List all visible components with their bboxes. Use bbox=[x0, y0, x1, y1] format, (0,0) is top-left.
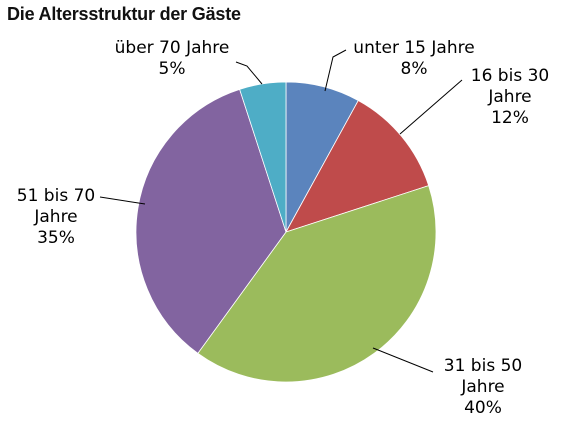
data-label-4-name-line: Jahre bbox=[34, 207, 78, 227]
data-label-3-name-line: 31 bis 50 bbox=[443, 356, 523, 376]
data-label-5-percent: 5% bbox=[158, 59, 186, 79]
leader-line-4 bbox=[99, 196, 146, 205]
chart-title: Die Altersstruktur der Gäste bbox=[7, 4, 241, 24]
data-label-1-name-line: unter 15 Jahre bbox=[353, 38, 475, 58]
pie-slice-4 bbox=[135, 88, 287, 354]
leader-line-5 bbox=[235, 61, 263, 85]
data-label-3-name-line: Jahre bbox=[461, 377, 505, 397]
data-label-4-percent: 35% bbox=[37, 228, 75, 248]
pie-slice-5 bbox=[239, 81, 287, 233]
data-label-2-percent: 12% bbox=[491, 108, 529, 128]
data-label-3-percent: 40% bbox=[464, 398, 502, 418]
data-label-2-name-line: 16 bis 30 bbox=[470, 66, 550, 86]
leader-line-2 bbox=[399, 79, 463, 135]
data-label-2: 16 bis 30 Jahre 12% bbox=[464, 66, 556, 129]
data-label-2-name-line: Jahre bbox=[488, 87, 532, 107]
data-label-4: 51 bis 70 Jahre 35% bbox=[6, 186, 106, 249]
pie-slice-2 bbox=[285, 100, 430, 233]
data-label-3: 31 bis 50 Jahre 40% bbox=[437, 356, 529, 419]
data-label-5: über 70 Jahre 5% bbox=[106, 38, 238, 80]
data-label-1: unter 15 Jahre 8% bbox=[348, 38, 480, 80]
data-label-4-name-line: 51 bis 70 bbox=[16, 186, 96, 206]
leader-line-3 bbox=[372, 347, 434, 373]
leader-line-1 bbox=[324, 49, 347, 92]
pie-slice-3 bbox=[197, 185, 437, 383]
data-label-1-percent: 8% bbox=[400, 59, 428, 79]
data-label-5-name-line: über 70 Jahre bbox=[114, 38, 230, 58]
